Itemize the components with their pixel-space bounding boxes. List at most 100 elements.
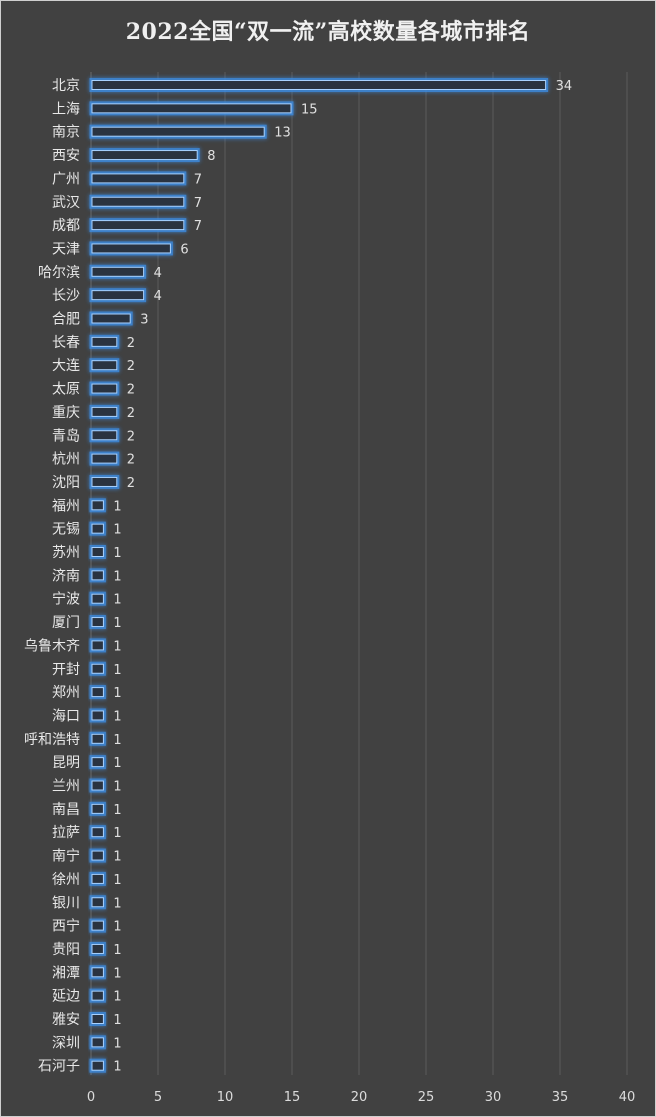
bar-glow — [89, 521, 106, 536]
bar-glow — [89, 358, 120, 373]
value-label: 1 — [113, 616, 121, 631]
bar — [91, 1037, 104, 1048]
category-label: 合肥 — [52, 312, 80, 328]
value-label: 1 — [113, 803, 121, 818]
bar-glow — [89, 498, 106, 513]
category-label: 无锡 — [52, 522, 80, 538]
bar — [91, 266, 145, 277]
bar — [91, 453, 118, 464]
value-label: 1 — [113, 966, 121, 981]
category-label: 大连 — [52, 358, 80, 374]
category-label: 开封 — [52, 662, 80, 678]
bar-glow — [89, 778, 106, 793]
bar-glow — [89, 1012, 106, 1026]
bar — [91, 243, 171, 254]
bar-glow — [89, 591, 106, 606]
bar-glow — [89, 428, 120, 443]
bar — [91, 383, 118, 394]
value-label: 1 — [113, 990, 121, 1005]
bar-glow — [89, 101, 294, 116]
category-label: 武汉 — [52, 195, 80, 211]
bar-glow — [89, 264, 147, 279]
value-label: 7 — [194, 196, 202, 211]
value-label: 1 — [113, 943, 121, 958]
bar-glow — [89, 871, 106, 886]
category-label: 沈阳 — [52, 475, 80, 491]
bar — [91, 360, 118, 371]
category-label: 杭州 — [52, 452, 80, 468]
bar — [91, 593, 104, 604]
bar — [91, 500, 104, 511]
bar-glow — [89, 825, 106, 840]
x-tick-label: 20 — [351, 1090, 368, 1105]
category-label: 哈尔滨 — [38, 265, 80, 281]
bar — [91, 220, 185, 231]
bar-glow — [89, 288, 147, 303]
category-label: 乌鲁木齐 — [24, 638, 80, 654]
value-label: 1 — [113, 663, 121, 678]
value-label: 2 — [127, 476, 135, 491]
bar-glow — [89, 615, 106, 630]
bar — [91, 990, 104, 1001]
bar — [91, 687, 104, 698]
bar — [91, 780, 104, 791]
x-tick-label: 30 — [485, 1090, 502, 1105]
bar — [91, 827, 104, 838]
category-label: 广州 — [52, 171, 80, 187]
bars — [89, 78, 549, 1073]
bar — [91, 850, 104, 861]
gridlines — [90, 72, 628, 1075]
value-label: 1 — [113, 639, 121, 654]
bar — [91, 80, 547, 90]
bar — [91, 336, 118, 347]
bar — [91, 967, 104, 978]
value-label: 1 — [113, 1036, 121, 1051]
value-label: 2 — [127, 429, 135, 444]
category-label: 郑州 — [52, 685, 80, 701]
value-label: 2 — [127, 453, 135, 468]
bar-glow — [89, 568, 106, 583]
value-label: 4 — [154, 289, 162, 304]
category-label: 西安 — [52, 148, 80, 164]
value-label: 34 — [556, 79, 573, 94]
category-label: 福州 — [52, 498, 80, 514]
value-label: 7 — [194, 219, 202, 234]
value-label: 1 — [113, 756, 121, 771]
category-label: 昆明 — [52, 755, 80, 771]
bar-glow — [89, 334, 120, 349]
bar — [91, 523, 104, 534]
category-label: 延边 — [52, 989, 80, 1005]
bar — [91, 570, 104, 581]
bar — [91, 430, 118, 441]
x-tick-label: 0 — [87, 1090, 95, 1105]
value-label: 1 — [113, 873, 121, 888]
category-label: 南昌 — [52, 802, 80, 818]
value-label: 2 — [127, 383, 135, 398]
bar — [91, 406, 118, 417]
category-label: 徐州 — [52, 872, 80, 888]
category-label: 贵阳 — [52, 942, 80, 958]
category-label: 兰州 — [52, 779, 80, 795]
x-tick-label: 15 — [284, 1090, 301, 1105]
bar — [91, 103, 292, 114]
bar — [91, 943, 104, 954]
bar-glow — [89, 474, 120, 489]
value-label: 4 — [154, 266, 162, 281]
category-label: 成都 — [52, 218, 80, 234]
bar — [91, 757, 104, 768]
x-tick-label: 40 — [619, 1090, 636, 1105]
bar-glow — [89, 965, 106, 980]
category-label: 厦门 — [52, 615, 80, 631]
category-label: 天津 — [52, 241, 80, 257]
category-label: 青岛 — [52, 428, 80, 444]
value-label: 1 — [113, 780, 121, 795]
category-label: 深圳 — [52, 1035, 80, 1051]
category-label: 雅安 — [52, 1012, 80, 1028]
bar — [91, 1014, 104, 1024]
bar-glow — [89, 241, 173, 256]
value-label: 1 — [113, 569, 121, 584]
bar — [91, 640, 104, 651]
